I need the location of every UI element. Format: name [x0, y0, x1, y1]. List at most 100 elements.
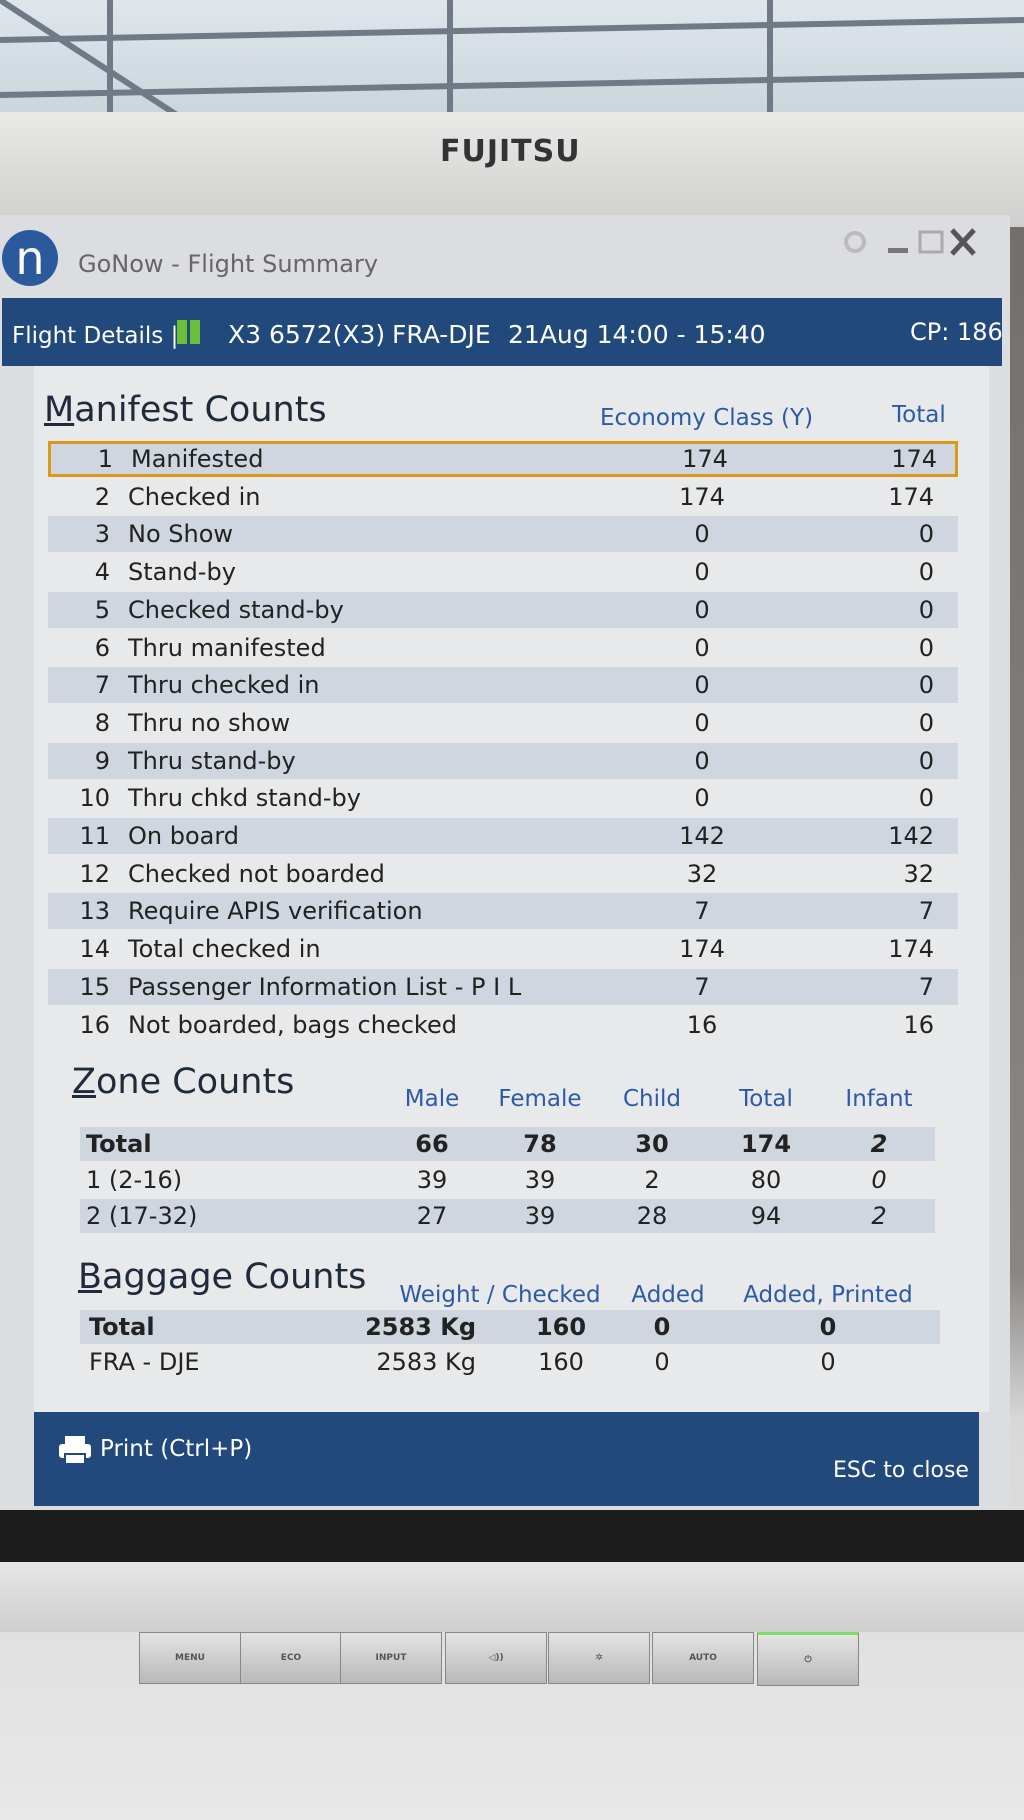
- cell: 7: [94, 671, 110, 700]
- monitor-button[interactable]: MENU: [139, 1632, 241, 1684]
- manifest-row[interactable]: 3 No Show 0 0: [48, 516, 958, 553]
- cell: 14: [79, 935, 110, 964]
- cell: 78: [523, 1130, 557, 1158]
- cell: 11: [79, 822, 110, 850]
- cell: 27: [416, 1202, 448, 1230]
- manifest-row[interactable]: 13 Require APIS verification 7 7: [48, 893, 958, 930]
- column-header: Weight / Checked: [399, 1282, 601, 1308]
- cell: 2583 Kg: [365, 1313, 476, 1341]
- volume-button[interactable]: ◁)): [445, 1632, 547, 1684]
- manifest-row[interactable]: 7 Thru checked in 0 0: [48, 667, 958, 704]
- column-header: Total: [892, 402, 946, 428]
- cell: 13: [79, 897, 110, 926]
- column-header: Added: [631, 1282, 705, 1308]
- manifest-row[interactable]: 10 Thru chkd stand-by 0 0: [48, 780, 958, 816]
- zone-row: Total 66 78 30 174 2: [80, 1127, 935, 1161]
- cell: 160: [538, 1348, 584, 1376]
- cell: 142: [888, 822, 934, 850]
- cell: 30: [635, 1130, 669, 1158]
- manifest-row[interactable]: 5 Checked stand-by 0 0: [48, 591, 958, 628]
- cell: Thru manifested: [128, 633, 326, 662]
- close-hint[interactable]: ESC to close: [833, 1458, 969, 1483]
- cell: 0: [819, 1313, 837, 1341]
- cell: 174: [740, 1130, 792, 1158]
- cell: 2: [871, 1202, 887, 1230]
- cell: Stand-by: [128, 558, 236, 587]
- cell: Total checked in: [128, 935, 321, 964]
- cell: Require APIS verification: [128, 897, 423, 926]
- cell: 32: [903, 859, 934, 888]
- cell: 3: [94, 520, 110, 549]
- print-icon[interactable]: [58, 1435, 92, 1465]
- header-bar: [2, 298, 1002, 366]
- cell: Thru checked in: [128, 671, 320, 700]
- column-header: Child: [622, 1086, 682, 1112]
- cell: Total: [89, 1313, 155, 1341]
- manifest-row[interactable]: 8 Thru no show 0 0: [48, 705, 958, 741]
- monitor-button[interactable]: ECO: [240, 1632, 342, 1684]
- cell: 160: [535, 1313, 587, 1341]
- cell: 174: [682, 445, 728, 473]
- zone-row: 1 (2-16) 39 39 2 80 0: [80, 1163, 935, 1197]
- cell: 7: [918, 972, 934, 1001]
- manifest-row[interactable]: 9 Thru stand-by 0 0: [48, 742, 958, 779]
- column-header: Economy Class (Y): [600, 405, 814, 431]
- column-header: Added, Printed: [743, 1282, 913, 1308]
- manifest-row[interactable]: 15 Passenger Information List - P I L 7 7: [48, 968, 958, 1005]
- header-label: Flight Details |: [12, 323, 179, 349]
- cell: 0: [918, 746, 934, 775]
- manifest-row[interactable]: 12 Checked not boarded 32 32: [48, 856, 958, 892]
- cell: 39: [416, 1166, 448, 1194]
- cell: 0: [918, 595, 934, 624]
- cell: 0: [871, 1166, 887, 1194]
- column-header: Total: [739, 1086, 793, 1112]
- flight-icon: [177, 320, 200, 344]
- roof-frame: [0, 0, 1024, 130]
- manifest-row[interactable]: 6 Thru manifested 0 0: [48, 630, 958, 666]
- cell: 94: [750, 1202, 782, 1230]
- cell: 1 (2-16): [86, 1166, 183, 1194]
- manifest-row[interactable]: 4 Stand-by 0 0: [48, 554, 958, 590]
- cell: 0: [918, 708, 934, 737]
- manifest-row[interactable]: 16 Not boarded, bags checked 16 16: [48, 1007, 958, 1043]
- baggage-row: FRA - DJE 2583 Kg 160 0 0: [80, 1345, 940, 1379]
- cell: No Show: [128, 520, 234, 549]
- cell: 142: [679, 822, 725, 850]
- print-button[interactable]: Print (Ctrl+P): [100, 1436, 253, 1462]
- app-logo: n: [2, 230, 58, 286]
- screen-edge: [0, 1510, 1024, 1562]
- manifest-row[interactable]: 11 On board 142 142: [48, 818, 958, 854]
- cell: 174: [888, 482, 934, 511]
- cell: 8: [94, 708, 110, 737]
- cell: 2: [94, 482, 110, 511]
- zone-title: Zone Counts: [72, 1062, 295, 1102]
- footer-bar: [34, 1412, 979, 1506]
- cell: 7: [694, 972, 710, 1001]
- manifest-row[interactable]: 2 Checked in 174 174: [48, 479, 958, 515]
- cell: 0: [694, 633, 710, 662]
- cell: Passenger Information List - P I L: [128, 972, 522, 1001]
- cell: Thru no show: [128, 708, 291, 737]
- cell: On board: [128, 822, 240, 850]
- brightness-button[interactable]: ✲: [548, 1632, 650, 1684]
- cell: 0: [918, 520, 934, 549]
- manifest-row[interactable]: 14 Total checked in 174 174: [48, 931, 958, 967]
- monitor-button[interactable]: AUTO: [652, 1632, 754, 1684]
- cell: 174: [679, 482, 725, 511]
- cell: 7: [694, 897, 710, 926]
- flight-time: 21Aug 14:00 - 15:40: [508, 320, 766, 349]
- cell: 0: [918, 633, 934, 662]
- cell: 0: [694, 595, 710, 624]
- cell: FRA - DJE: [89, 1348, 200, 1376]
- cell: 39: [524, 1202, 556, 1230]
- cell: 0: [820, 1348, 836, 1376]
- cell: Checked not boarded: [128, 859, 385, 888]
- cell: Thru stand-by: [128, 746, 296, 775]
- cell: Total: [86, 1130, 152, 1158]
- column-header: Infant: [845, 1086, 913, 1112]
- cell: 2: [644, 1166, 660, 1194]
- manifest-row[interactable]: 1 Manifested 174 174: [48, 441, 958, 477]
- power-button[interactable]: ⏻: [757, 1632, 859, 1686]
- baggage-title: Baggage Counts: [78, 1257, 367, 1297]
- monitor-button[interactable]: INPUT: [340, 1632, 442, 1684]
